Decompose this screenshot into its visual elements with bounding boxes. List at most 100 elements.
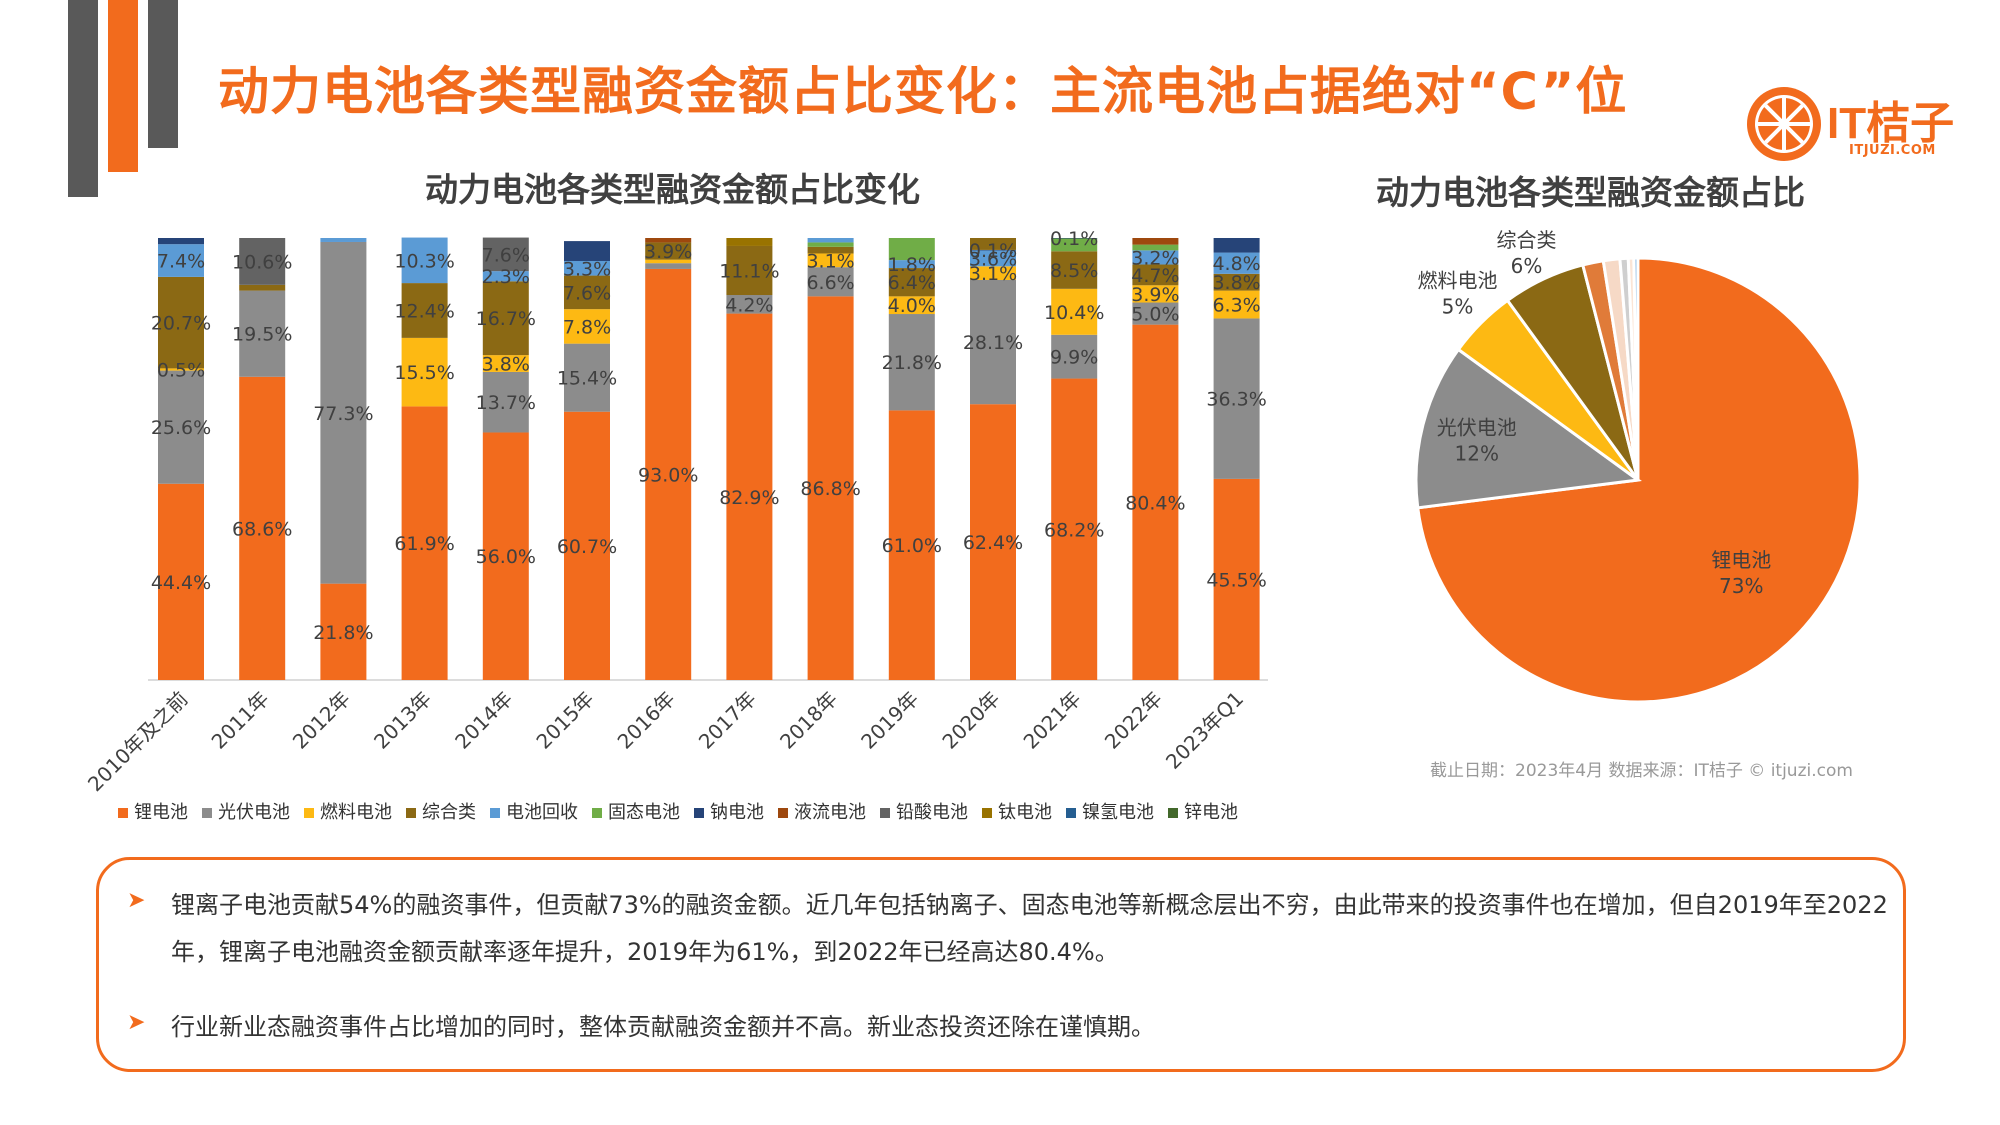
bar-data-label: 15.4% [557, 368, 617, 390]
bar-segment [1213, 290, 1260, 319]
bar-segment [401, 237, 448, 284]
bar-segment [807, 296, 854, 680]
legend-label: 锂电池 [134, 802, 188, 823]
bar-segment [564, 275, 610, 310]
bar-segment [1051, 334, 1098, 379]
pie-slice-other-5 [1632, 256, 1640, 481]
bar-data-label: 61.0% [882, 535, 942, 557]
bar-segment [158, 238, 204, 245]
bar-segment [807, 238, 854, 243]
deco-stripe-gray-right [148, 0, 178, 148]
bar-data-label: 7.6% [563, 282, 611, 304]
x-tick-label: 2023年Q1 [1161, 687, 1248, 774]
bar-data-label: 3.2% [1131, 247, 1179, 269]
bar-data-label: 13.7% [476, 392, 536, 414]
bar-data-label: 21.8% [313, 622, 373, 644]
bar-segment [970, 404, 1016, 680]
bar-segment [482, 355, 529, 372]
bar-segment [645, 259, 692, 264]
bar-data-label: 77.3% [313, 403, 373, 425]
bar-data-label: 6.6% [806, 272, 854, 294]
bar-data-label: 3.8% [482, 354, 530, 376]
bar-segment [888, 268, 935, 297]
legend-item: 液流电池 [778, 798, 866, 824]
itjuzi-logo: IT桔子 ITJUZI.COM [1745, 85, 1970, 165]
summary-box: ➤ 锂离子电池贡献54%的融资事件，但贡献73%的融资金额。近几年包括钠离子、固… [96, 857, 1906, 1072]
bar-segment [482, 371, 529, 433]
legend-item: 光伏电池 [202, 798, 290, 824]
bar-segment [1213, 273, 1260, 291]
summary-bullet-1: 锂离子电池贡献54%的融资事件，但贡献73%的融资金额。近几年包括钠离子、固态电… [171, 891, 1888, 966]
bar-data-label: 20.7% [151, 313, 211, 335]
bar-data-label: 7.8% [563, 316, 611, 338]
x-tick-label: 2022年 [1100, 687, 1167, 754]
bar-data-label: 9.9% [1050, 347, 1098, 369]
bar-segment [1132, 250, 1179, 265]
bar-segment [158, 276, 204, 369]
bar-segment [645, 268, 692, 680]
legend-swatch [982, 808, 992, 818]
bar-segment [1213, 478, 1260, 680]
bar-segment [158, 244, 204, 277]
bar-segment [564, 343, 610, 412]
bar-data-label: 4.2% [725, 294, 773, 316]
orange-slice-icon [1747, 87, 1821, 161]
bar-segment [1213, 238, 1260, 253]
bar-data-label: 68.6% [232, 518, 292, 540]
x-tick-label: 2020年 [937, 687, 1004, 754]
bar-segment [158, 370, 204, 484]
bar-segment [239, 290, 286, 377]
bar-data-label: 3.3% [563, 258, 611, 280]
pie-slice-value: 6% [1511, 254, 1543, 278]
bar-data-label: 68.2% [1044, 519, 1104, 541]
bar-data-label: 19.5% [232, 324, 292, 346]
bar-data-label: 3.1% [969, 263, 1017, 285]
legend-label: 铅酸电池 [896, 802, 968, 823]
legend-item: 钠电池 [694, 798, 764, 824]
bar-segment [239, 238, 286, 285]
bar-segment [726, 245, 773, 296]
bar-data-label: 44.4% [151, 572, 211, 594]
bar-segment [970, 266, 1016, 280]
bar-data-label: 7.6% [482, 244, 530, 266]
legend-item: 燃料电池 [304, 798, 392, 824]
bar-segment [970, 238, 1016, 250]
bar-segment [807, 242, 854, 247]
x-tick-label: 2016年 [613, 687, 680, 754]
bar-segment [1213, 318, 1260, 479]
bar-data-label: 5.0% [1131, 304, 1179, 326]
bar-data-label: 62.4% [963, 532, 1023, 554]
pie-slice- [1414, 347, 1642, 510]
bar-data-label: 6.3% [1212, 295, 1260, 317]
pie-slice-value: 12% [1455, 442, 1499, 466]
pie-slice-value: 73% [1719, 574, 1763, 598]
bar-chart-title: 动力电池各类型融资金额占比变化 [425, 170, 920, 209]
source-note: 截止日期：2023年4月 数据来源：IT桔子 © itjuzi.com [1430, 761, 1853, 781]
bar-segment [482, 237, 529, 272]
legend-item: 锌电池 [1168, 798, 1238, 824]
legend-swatch [880, 808, 890, 818]
bar-data-label: 3.1% [806, 250, 854, 272]
legend-item: 钛电池 [982, 798, 1052, 824]
pie-slice-name: 燃料电池 [1417, 268, 1497, 292]
legend-swatch [118, 808, 128, 818]
legend-label: 固态电池 [608, 802, 680, 823]
bar-chart-legend: 锂电池 光伏电池 燃料电池 综合类 电池回收 固态电池 钠电池 液流电池 铅酸电池 钛电池 镍氢电池… [118, 798, 1268, 828]
bar-data-label: 11.1% [719, 260, 779, 282]
bar-segment [1051, 251, 1098, 289]
bar-data-label: 4.0% [888, 295, 936, 317]
bar-segment [888, 314, 935, 411]
pie-slice-value: 5% [1442, 294, 1474, 318]
bar-data-label: 15.5% [394, 362, 454, 384]
bar-segment [564, 260, 610, 276]
x-tick-label: 2011年 [207, 687, 274, 754]
bar-data-label: 1.8% [888, 254, 936, 276]
bar-segment [888, 238, 935, 261]
bar-segment [239, 376, 286, 680]
bar-data-label: 28.1% [963, 332, 1023, 354]
summary-bullet-2: 行业新业态融资事件占比增加的同时，整体贡献融资金额并不高。新业态投资还除在谨慎期… [171, 1013, 1155, 1041]
bar-segment [1051, 378, 1098, 680]
bar-data-label: 2.3% [482, 266, 530, 288]
legend-label: 光伏电池 [218, 802, 290, 823]
bar-data-label: 21.8% [882, 352, 942, 374]
